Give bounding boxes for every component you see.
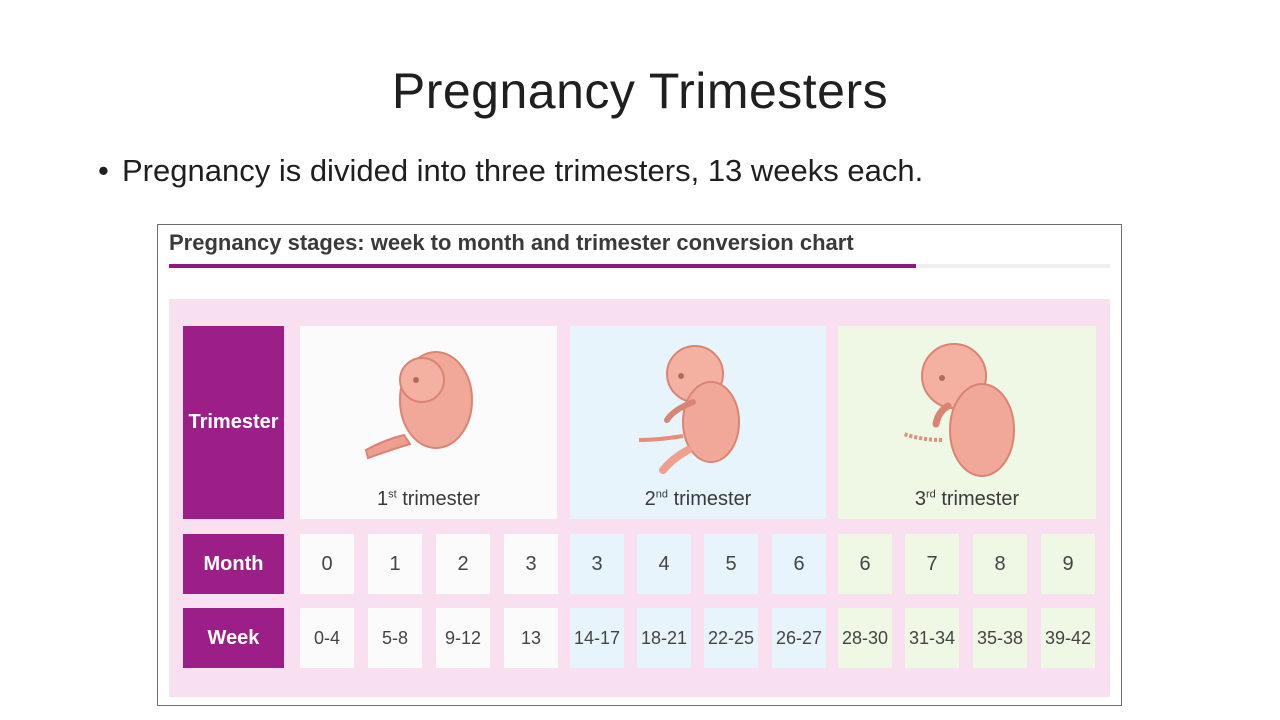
- trimester-1-panel: 1st trimester: [300, 326, 557, 519]
- week-row-header: Week: [183, 608, 284, 668]
- week-cell: 13: [504, 608, 558, 668]
- month-cell: 9: [1041, 534, 1095, 594]
- trimester-2-panel: 2nd trimester: [570, 326, 826, 519]
- week-cell: 22-25: [704, 608, 758, 668]
- month-cell: 4: [637, 534, 691, 594]
- week-cell: 35-38: [973, 608, 1027, 668]
- week-cell: 0-4: [300, 608, 354, 668]
- week-cell: 14-17: [570, 608, 624, 668]
- fetus-third-trimester-icon: [903, 343, 1015, 477]
- month-cell: 1: [368, 534, 422, 594]
- week-cell: 5-8: [368, 608, 422, 668]
- trimester-3-label: 3rd trimester: [914, 488, 1020, 510]
- bullet-icon: •: [98, 153, 109, 188]
- fetus-second-trimester-icon: [638, 345, 740, 474]
- month-cell: 3: [570, 534, 624, 594]
- week-cell: 18-21: [637, 608, 691, 668]
- month-cell: 6: [838, 534, 892, 594]
- title-underline: [169, 264, 916, 268]
- month-cell: 5: [704, 534, 758, 594]
- fetus-first-trimester-icon: [364, 351, 473, 460]
- month-cell: 0: [300, 534, 354, 594]
- month-cell: 7: [905, 534, 959, 594]
- week-cell: 9-12: [436, 608, 490, 668]
- week-cell: 26-27: [772, 608, 826, 668]
- month-cell: 8: [973, 534, 1027, 594]
- week-cell: 28-30: [838, 608, 892, 668]
- chart-panel: Trimester Month Week 1st trimester: [169, 299, 1110, 697]
- month-cell: 6: [772, 534, 826, 594]
- month-cell: 3: [504, 534, 558, 594]
- figure-title: Pregnancy stages: week to month and trim…: [169, 230, 854, 255]
- week-cell: 39-42: [1041, 608, 1095, 668]
- trimester-1-label: 1st trimester: [376, 488, 481, 510]
- slide-title: Pregnancy Trimesters: [391, 63, 889, 119]
- bullet-text: Pregnancy is divided into three trimeste…: [122, 153, 924, 188]
- trimester-3-panel: 3rd trimester: [838, 326, 1096, 519]
- month-cell: 2: [436, 534, 490, 594]
- week-cell: 31-34: [905, 608, 959, 668]
- month-row-header: Month: [183, 534, 284, 594]
- conversion-chart-figure: Pregnancy stages: week to month and trim…: [157, 224, 1122, 706]
- bullet-point: • Pregnancy is divided into three trimest…: [98, 153, 923, 189]
- trimester-2-label: 2nd trimester: [644, 488, 752, 510]
- trimester-row-header: Trimester: [183, 326, 284, 519]
